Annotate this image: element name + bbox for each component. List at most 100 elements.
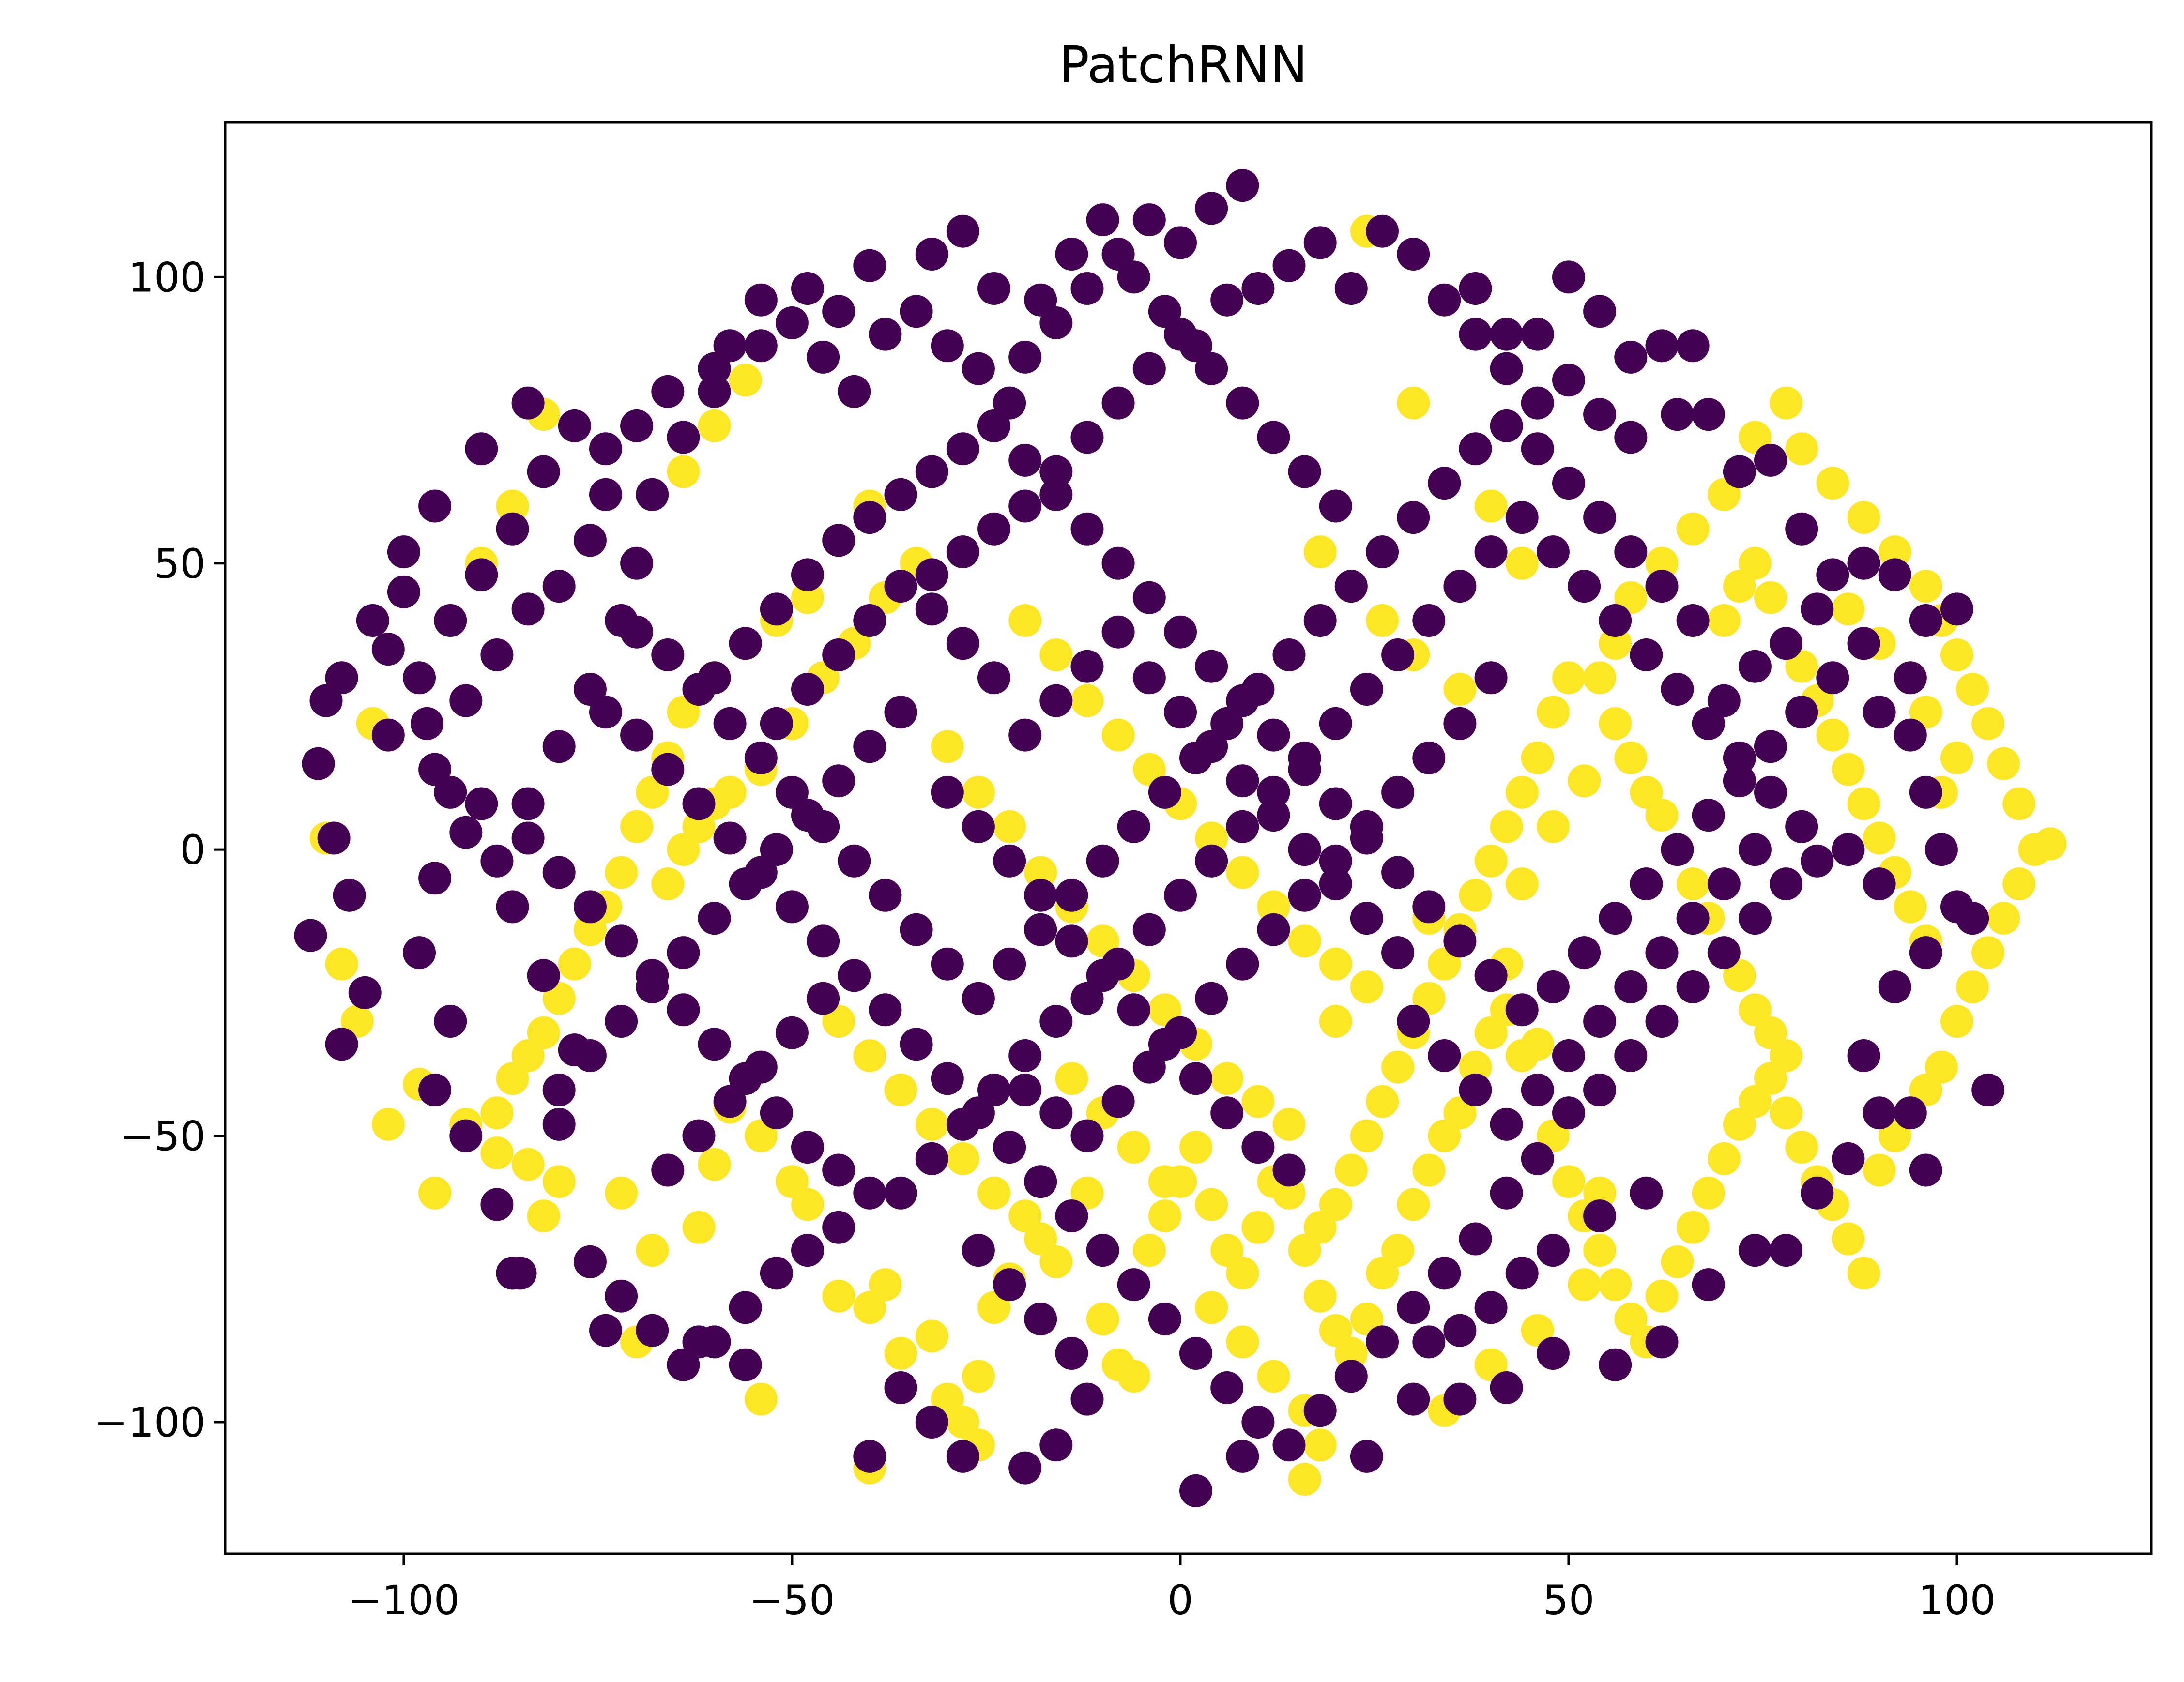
scatter-point [869, 879, 902, 912]
scatter-point [822, 638, 855, 671]
scatter-point [309, 684, 343, 717]
scatter-point [480, 638, 514, 671]
scatter-point [527, 1199, 560, 1233]
scatter-point [1785, 696, 1818, 729]
scatter-point [1474, 661, 1508, 695]
scatter-point [667, 421, 700, 454]
scatter-point [1568, 764, 1601, 798]
scatter-point [1770, 1039, 1803, 1072]
scatter-point [1226, 764, 1259, 798]
scatter-point [915, 592, 948, 626]
scatter-point [1816, 718, 1849, 752]
scatter-point [1474, 844, 1508, 878]
scatter-point [1474, 489, 1508, 523]
scatter-point [1257, 1360, 1290, 1393]
scatter-point [573, 913, 607, 946]
scatter-point [1878, 970, 1911, 1003]
scatter-point [1536, 1234, 1570, 1267]
scatter-point [1350, 1119, 1383, 1152]
scatter-point [962, 1360, 995, 1393]
scatter-point [1397, 1188, 1430, 1221]
scatter-point [884, 570, 917, 603]
scatter-point [1195, 821, 1228, 855]
scatter-point [900, 913, 933, 946]
scatter-point [1210, 1062, 1244, 1095]
scatter-point [1210, 1096, 1244, 1130]
scatter-point [1909, 1153, 1942, 1187]
scatter-point [1070, 512, 1104, 546]
scatter-point [465, 787, 498, 820]
scatter-point [1303, 535, 1337, 569]
scatter-point [1101, 718, 1135, 752]
scatter-point [1210, 283, 1244, 317]
scatter-point [542, 570, 576, 603]
scatter-point [1164, 615, 1197, 649]
scatter-point [1195, 192, 1228, 225]
scatter-point [1863, 821, 1896, 855]
scatter-point [605, 924, 638, 958]
scatter-point [1614, 535, 1648, 569]
scatter-point [511, 1148, 545, 1181]
scatter-point [807, 924, 840, 958]
scatter-point [1521, 386, 1554, 420]
scatter-point [511, 386, 545, 420]
scatter-point [1505, 546, 1539, 580]
scatter-point [1536, 535, 1570, 569]
scatter-point [915, 1319, 948, 1353]
scatter-point [1366, 1325, 1399, 1359]
scatter-point [729, 364, 762, 397]
scatter-point [1645, 936, 1679, 970]
scatter-point [1863, 696, 1896, 729]
scatter-point [1443, 1314, 1477, 1347]
scatter-point [2002, 787, 2036, 820]
scatter-point [1366, 604, 1399, 637]
scatter-point [1101, 615, 1135, 649]
scatter-point [1692, 1176, 1725, 1210]
scatter-point [1381, 775, 1415, 809]
scatter-point [1164, 879, 1197, 912]
scatter-point [1381, 856, 1415, 889]
scatter-point [1350, 902, 1383, 935]
scatter-point [1552, 260, 1585, 294]
scatter-point [1039, 478, 1073, 511]
scatter-point [1070, 1382, 1104, 1416]
scatter-point [713, 707, 747, 740]
scatter-point [791, 673, 824, 706]
scatter-point [791, 581, 824, 614]
scatter-point [1257, 421, 1290, 454]
scatter-point [1381, 638, 1415, 671]
scatter-point [682, 787, 716, 820]
scatter-point [791, 1188, 824, 1221]
scatter-point [807, 340, 840, 374]
scatter-point [1505, 775, 1539, 809]
scatter-point [1459, 318, 1492, 351]
scatter-point [1288, 924, 1321, 958]
scatter-point [1459, 1050, 1492, 1084]
scatter-point [760, 1257, 793, 1290]
scatter-point [1832, 753, 1865, 786]
scatter-point [1692, 398, 1725, 431]
scatter-point [1024, 1303, 1057, 1336]
scatter-point [1956, 970, 1989, 1003]
scatter-point [1024, 913, 1057, 946]
scatter-point [1490, 810, 1523, 843]
scatter-point [1645, 1279, 1679, 1313]
scatter-point [1179, 1337, 1212, 1370]
scatter-point [573, 890, 607, 924]
scatter-point [605, 1005, 638, 1038]
scatter-point [1924, 833, 1958, 866]
scatter-point [1676, 970, 1710, 1003]
scatter-point [465, 558, 498, 591]
points-layer [294, 169, 2067, 1507]
scatter-point [651, 867, 685, 901]
scatter-point [760, 833, 793, 866]
scatter-point [1552, 1039, 1585, 1072]
scatter-point [1381, 936, 1415, 970]
scatter-point [1179, 1062, 1212, 1095]
scatter-point [1350, 1440, 1383, 1473]
scatter-point [1055, 1199, 1088, 1233]
scatter-point [1847, 546, 1880, 580]
scatter-point [1940, 638, 1973, 671]
scatter-point [1723, 764, 1756, 798]
scatter-point [1070, 650, 1104, 683]
